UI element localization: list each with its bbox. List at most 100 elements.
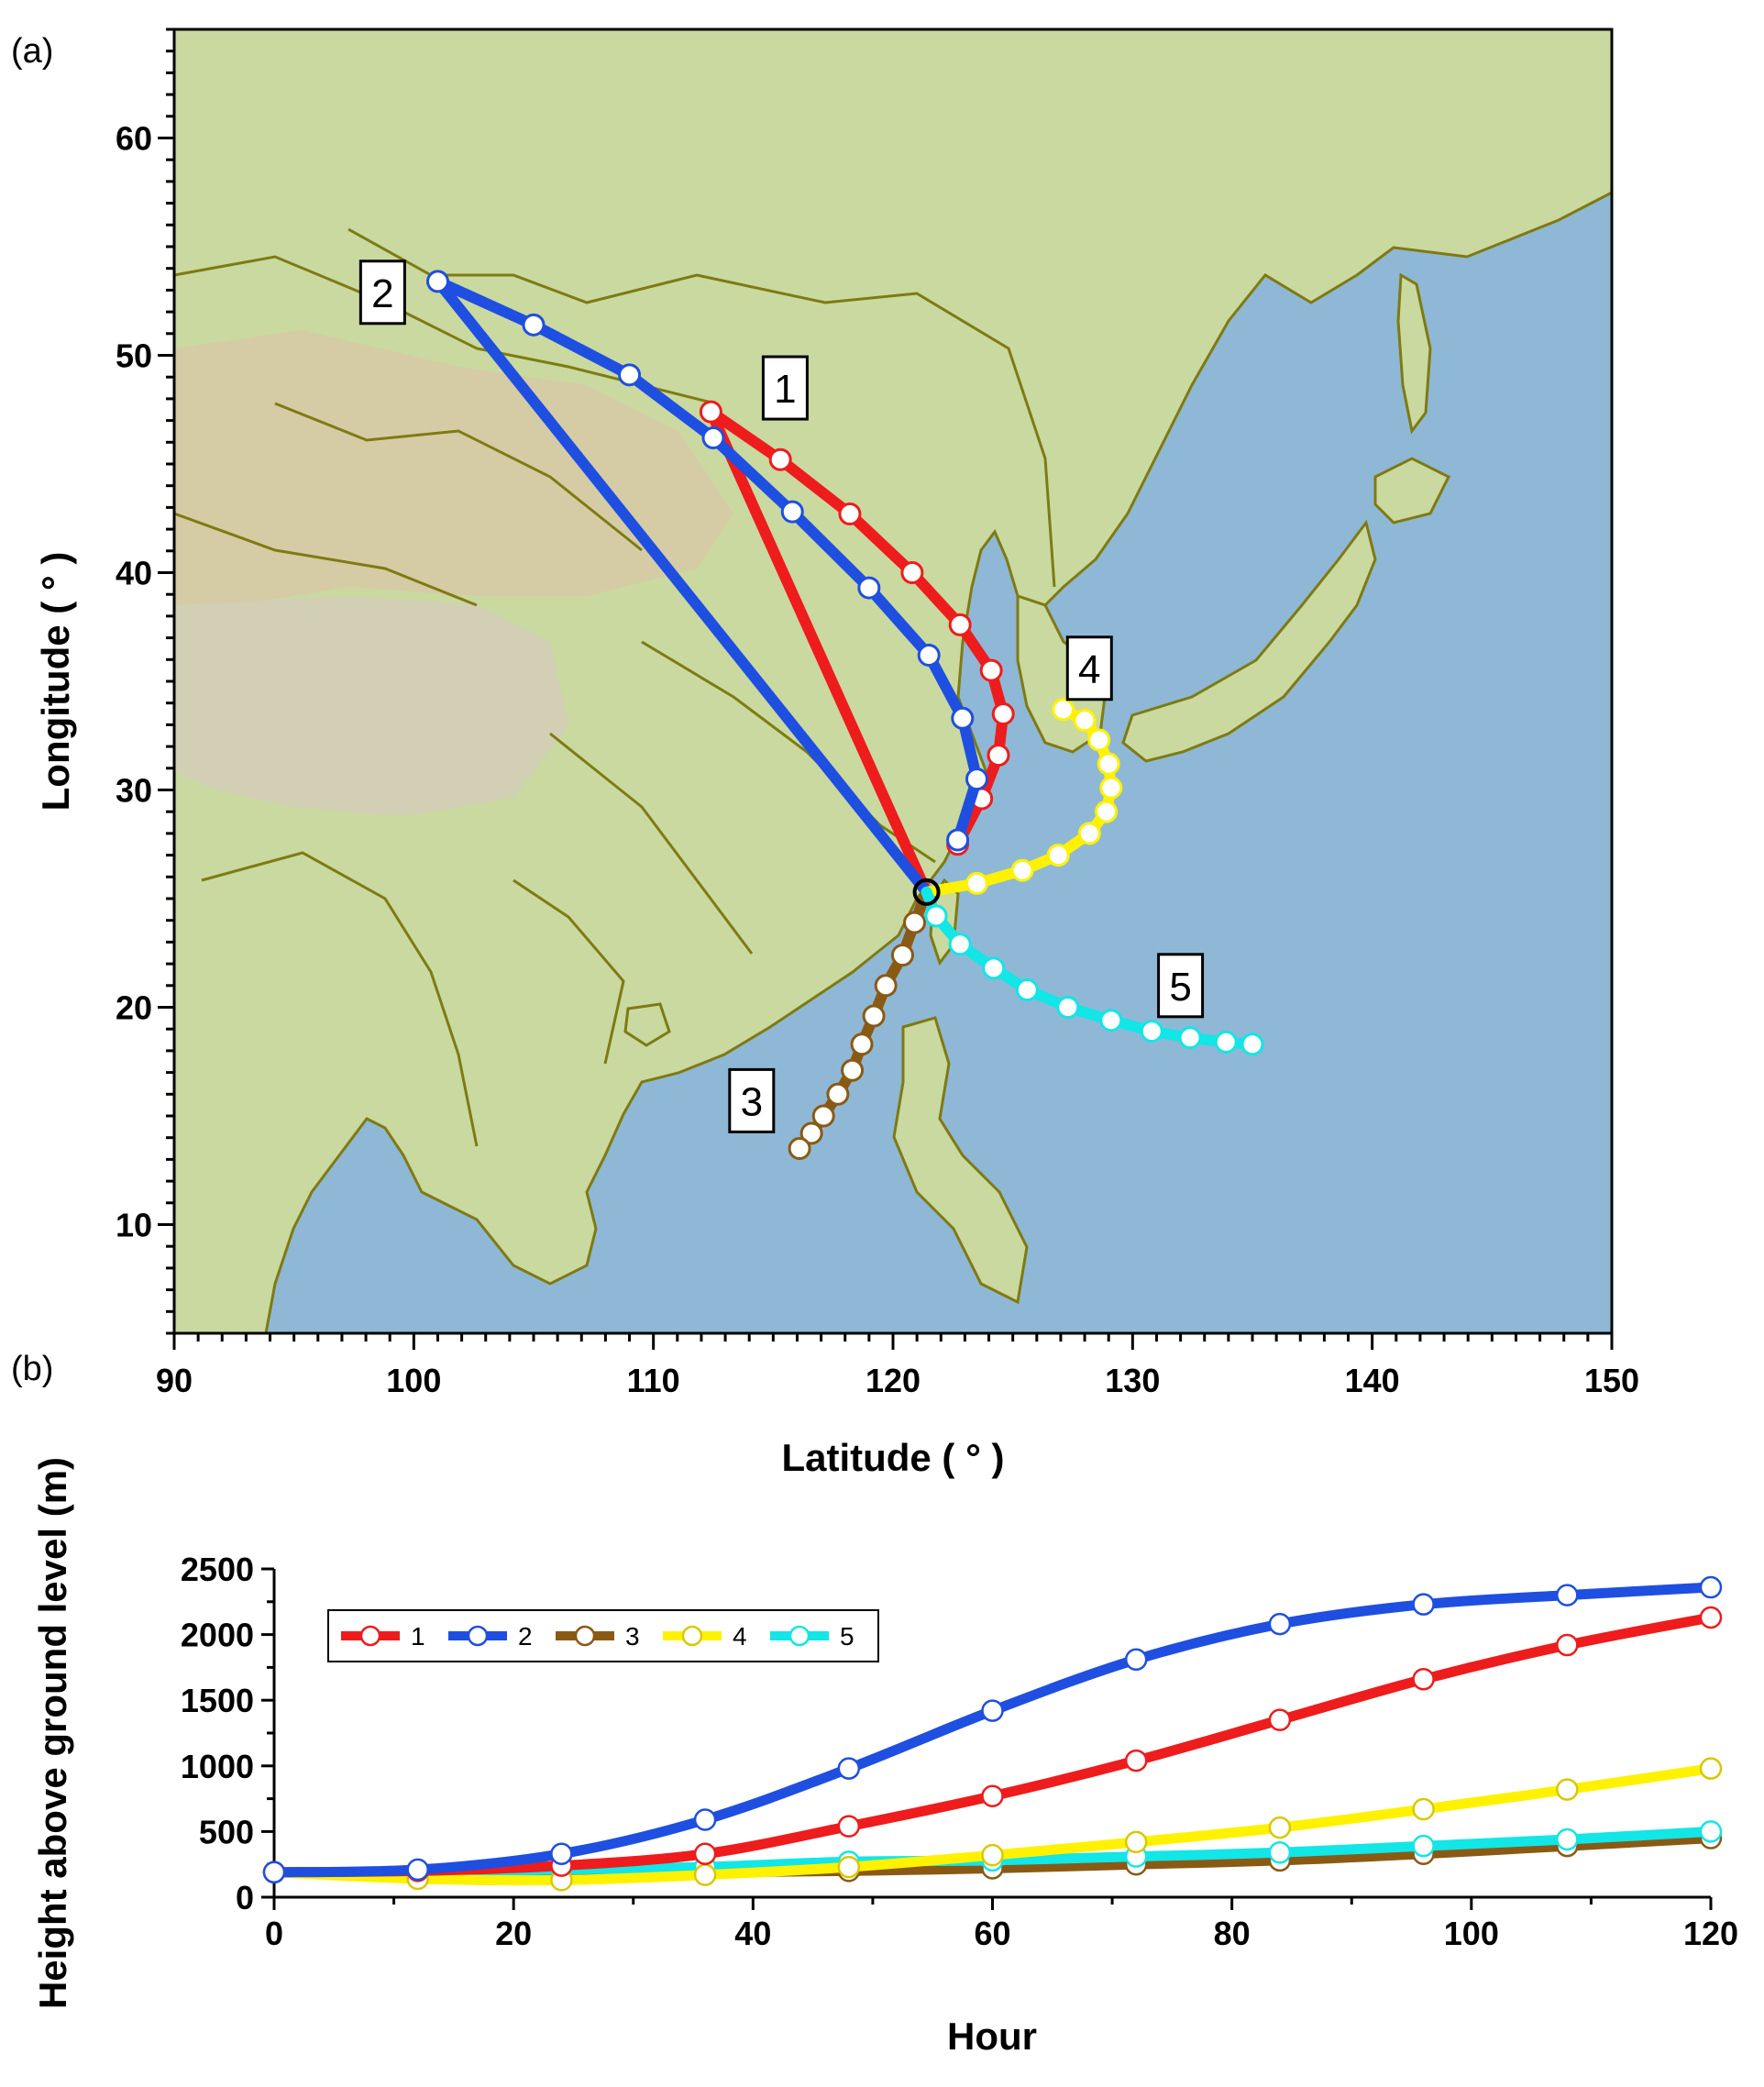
trajectory-3-point	[799, 1121, 823, 1145]
trajectory-label-3: 3	[728, 1067, 776, 1133]
map-y-tick-label: 50	[116, 337, 152, 375]
trajectory-2-point	[618, 363, 642, 387]
trajectory-5-point	[1178, 1026, 1202, 1050]
land-hokkaido	[1373, 457, 1451, 525]
trajectory-4-point	[1095, 800, 1119, 823]
height-y-ticks: 0 500 1000 1500 2000 2500	[181, 1551, 274, 1916]
trajectory-3-point	[811, 1104, 835, 1128]
land-hainan	[623, 1002, 671, 1047]
height-x-tick-label: 40	[734, 1915, 771, 1952]
trajectory-5-point	[1140, 1020, 1163, 1044]
trajectory-3-point	[788, 1137, 811, 1161]
trajectory-label-box	[761, 355, 809, 421]
height-series-2	[262, 1575, 1723, 1884]
land-philippines	[892, 1016, 1029, 1305]
legend-swatch-marker	[681, 1625, 703, 1647]
country-borders	[174, 227, 1056, 1147]
height-point-2	[1556, 1584, 1579, 1607]
legend-swatch-marker	[788, 1625, 810, 1647]
height-y-tick-label: 0	[236, 1879, 254, 1916]
height-point-4	[837, 1855, 861, 1879]
height-point-2	[837, 1757, 861, 1780]
trajectory-5-point	[1099, 1009, 1123, 1032]
land-desert	[174, 330, 733, 605]
trajectory-label-text: 1	[774, 367, 796, 412]
height-point-4	[693, 1863, 717, 1886]
land-plateau	[174, 596, 568, 816]
map-y-axis-title: Longitude ( ° )	[34, 552, 77, 812]
trajectory-4-point	[1046, 844, 1070, 867]
trajectory-4-point	[1099, 776, 1123, 800]
trajectory-3-point	[841, 1058, 865, 1082]
map-y-tick-label: 40	[116, 555, 152, 592]
height-point-1	[1556, 1633, 1579, 1657]
height-point-4	[1556, 1778, 1579, 1801]
height-point-2	[262, 1861, 286, 1884]
trajectory-2-point	[917, 644, 941, 668]
height-series-4	[262, 1757, 1723, 1892]
trajectory-3-point	[890, 944, 914, 967]
trajectory-5-point	[1015, 978, 1039, 1002]
trajectory-2-point	[780, 500, 804, 524]
legend-swatch-marker	[574, 1625, 596, 1647]
height-x-tick-label: 60	[974, 1915, 1010, 1952]
height-x-tick-label: 0	[265, 1915, 283, 1952]
trajectory-1-point	[900, 561, 924, 584]
height-point-1	[693, 1842, 717, 1865]
height-y-tick-label: 500	[199, 1813, 254, 1850]
panel-b-letter: (b)	[11, 1350, 53, 1388]
height-series	[262, 1575, 1723, 1892]
trajectory-4-point	[1087, 728, 1111, 752]
map-axes: 90 100 110 120 130 140 150 10 20 30 40 50 60	[116, 28, 1639, 1399]
height-y-tick-label: 1000	[181, 1748, 254, 1785]
height-point-4	[1699, 1757, 1723, 1780]
trajectory-3-point	[862, 1004, 886, 1028]
map-x-tick-label: 90	[156, 1362, 193, 1399]
map-x-tick-label: 140	[1345, 1362, 1400, 1399]
height-point-2	[1268, 1612, 1292, 1636]
trajectory-5-point	[1240, 1032, 1264, 1056]
trajectory-3-point	[903, 911, 927, 934]
trajectory-1-point	[699, 400, 722, 424]
legend-label: 1	[411, 1622, 425, 1651]
trajectory-2	[425, 270, 988, 898]
trajectory-1-point	[979, 658, 1003, 682]
map-background	[174, 29, 1612, 1333]
height-x-axis-title: Hour	[947, 2015, 1037, 2058]
trajectory-4-point	[1073, 709, 1097, 733]
height-point-1	[837, 1815, 861, 1838]
land-japan	[1121, 519, 1377, 763]
trajectory-5-point	[982, 956, 1006, 980]
height-y-tick-label: 2500	[181, 1551, 254, 1588]
trajectory-2-point	[965, 767, 988, 791]
height-point-4	[1412, 1797, 1435, 1821]
height-x-tick-label: 80	[1214, 1915, 1251, 1952]
map-y-tick-label: 10	[116, 1207, 152, 1244]
height-point-5	[1268, 1841, 1292, 1864]
trajectory-3-point	[874, 974, 898, 998]
trajectory-4	[921, 698, 1123, 898]
map-x-tick-label: 120	[865, 1362, 921, 1399]
legend-label: 4	[733, 1622, 747, 1651]
trajectory-2-point	[951, 706, 975, 730]
legend-item-4: 4	[663, 1622, 747, 1651]
height-point-5	[1412, 1834, 1435, 1858]
trajectory-label-text: 2	[371, 271, 393, 316]
trajectory-label-2: 2	[358, 259, 406, 326]
height-point-4	[1268, 1816, 1292, 1839]
legend: 1 2 3 4 5	[327, 1609, 879, 1662]
map-x-axis-title: Latitude ( ° )	[781, 1436, 1004, 1479]
height-point-2	[1699, 1575, 1723, 1599]
trajectory-5-point	[1214, 1030, 1238, 1054]
legend-item-3: 3	[556, 1622, 640, 1651]
trajectory-3-point	[850, 1032, 874, 1056]
legend-label: 5	[840, 1622, 854, 1651]
trajectory-5-point	[948, 933, 972, 956]
height-x-tick-label: 120	[1683, 1915, 1738, 1952]
legend-item-2: 2	[448, 1622, 533, 1651]
height-point-4	[1124, 1830, 1148, 1854]
trajectory-label-4: 4	[1065, 635, 1113, 701]
trajectory-2-point	[946, 828, 970, 852]
trajectory-4-point	[1097, 752, 1120, 776]
